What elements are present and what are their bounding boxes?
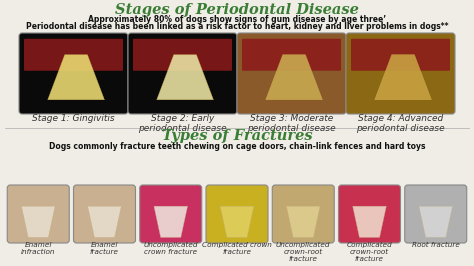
FancyBboxPatch shape [405, 185, 467, 243]
Polygon shape [21, 206, 55, 237]
FancyBboxPatch shape [206, 185, 268, 243]
Text: Approximately 80% of dogs show signs of gum disease by age three’: Approximately 80% of dogs show signs of … [88, 15, 386, 24]
Polygon shape [266, 55, 322, 100]
FancyBboxPatch shape [19, 33, 128, 114]
FancyBboxPatch shape [237, 33, 346, 114]
Text: Stage 2: Early
periodontal disease: Stage 2: Early periodontal disease [138, 114, 227, 134]
Text: Stage 4: Advanced
periodontal disease: Stage 4: Advanced periodontal disease [356, 114, 445, 134]
Text: Enamel
infraction: Enamel infraction [21, 242, 55, 255]
Polygon shape [286, 206, 320, 237]
Text: Uncomplicated
crown fracture: Uncomplicated crown fracture [144, 242, 198, 255]
FancyBboxPatch shape [242, 39, 341, 71]
FancyBboxPatch shape [351, 39, 450, 71]
Text: Stages of Periodontal Disease: Stages of Periodontal Disease [115, 3, 359, 17]
FancyBboxPatch shape [7, 185, 69, 243]
Text: Uncomplicated
crown-root
fracture: Uncomplicated crown-root fracture [276, 242, 330, 262]
FancyBboxPatch shape [272, 185, 334, 243]
Text: Complicated crown
fracture: Complicated crown fracture [202, 242, 272, 255]
FancyBboxPatch shape [338, 185, 401, 243]
Polygon shape [419, 206, 453, 237]
FancyBboxPatch shape [128, 33, 237, 114]
Text: Periodontal disease has been linked as a risk factor to heart, kidney and liver : Periodontal disease has been linked as a… [26, 22, 448, 31]
Text: Stage 1: Gingivitis: Stage 1: Gingivitis [32, 114, 115, 123]
Text: Enamel
fracture: Enamel fracture [90, 242, 119, 255]
Polygon shape [48, 55, 104, 100]
Text: Root fracture: Root fracture [412, 242, 460, 248]
Polygon shape [157, 55, 213, 100]
Polygon shape [375, 55, 431, 100]
Text: Complicated
crown-root
fracture: Complicated crown-root fracture [346, 242, 392, 262]
Polygon shape [88, 206, 121, 237]
Text: Types of Fractures: Types of Fractures [162, 129, 312, 143]
FancyBboxPatch shape [140, 185, 202, 243]
Polygon shape [220, 206, 254, 237]
FancyBboxPatch shape [133, 39, 232, 71]
Polygon shape [154, 206, 188, 237]
FancyBboxPatch shape [24, 39, 123, 71]
Text: Stage 3: Moderate
periodontal disease: Stage 3: Moderate periodontal disease [247, 114, 336, 134]
FancyBboxPatch shape [73, 185, 136, 243]
FancyBboxPatch shape [346, 33, 455, 114]
Polygon shape [353, 206, 386, 237]
Text: Dogs commonly fracture teeth chewing on cage doors, chain-link fences and hard t: Dogs commonly fracture teeth chewing on … [49, 142, 425, 151]
